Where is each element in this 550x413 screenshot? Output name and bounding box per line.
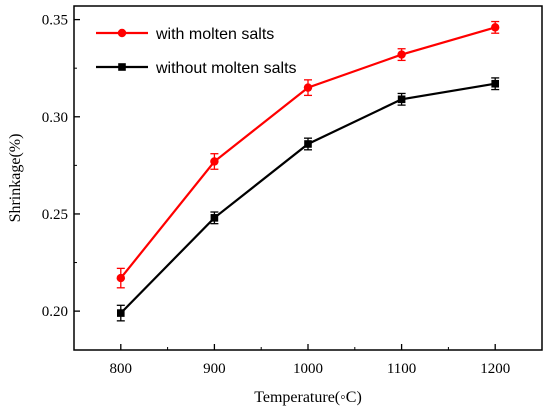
x-tick-label: 1200 (480, 361, 510, 377)
x-axis-ticks: 800 900 1000 1100 1200 (110, 344, 510, 377)
x-tick-label: 800 (110, 361, 133, 377)
legend-item: with molten salts (96, 26, 274, 43)
data-point (210, 214, 219, 222)
x-tick-label: 1000 (293, 361, 323, 377)
x-tick-label: 900 (203, 361, 226, 377)
data-point (303, 83, 313, 92)
legend: with molten salts without molten salts (96, 26, 297, 77)
legend-item: without molten salts (96, 60, 297, 77)
data-point (117, 309, 125, 317)
data-point (491, 79, 499, 88)
legend-marker (118, 63, 126, 71)
data-point (397, 50, 406, 59)
series-without-molten-salts (116, 77, 500, 322)
series-layer (116, 20, 500, 322)
y-tick-label: 0.20 (42, 304, 68, 320)
series-with-molten-salts (116, 20, 500, 289)
series-line (120, 82, 496, 314)
legend-label: with molten salts (155, 26, 274, 43)
plot-frame (73, 5, 543, 351)
data-point (210, 157, 219, 166)
data-point (491, 23, 500, 32)
data-point (116, 273, 126, 283)
legend-label: without molten salts (155, 60, 297, 77)
data-point (397, 95, 406, 104)
legend-marker (117, 28, 127, 38)
y-tick-label: 0.35 (42, 13, 68, 29)
y-tick-label: 0.25 (42, 207, 68, 223)
x-axis-title: Temperature(◦C) (254, 389, 362, 406)
data-point (304, 140, 312, 148)
y-axis-title: Shrinkage(%) (7, 134, 24, 223)
x-tick-label: 1100 (387, 361, 416, 377)
y-axis-ticks: 0.20 0.25 0.30 0.35 (42, 13, 80, 320)
y-tick-label: 0.30 (42, 110, 68, 126)
